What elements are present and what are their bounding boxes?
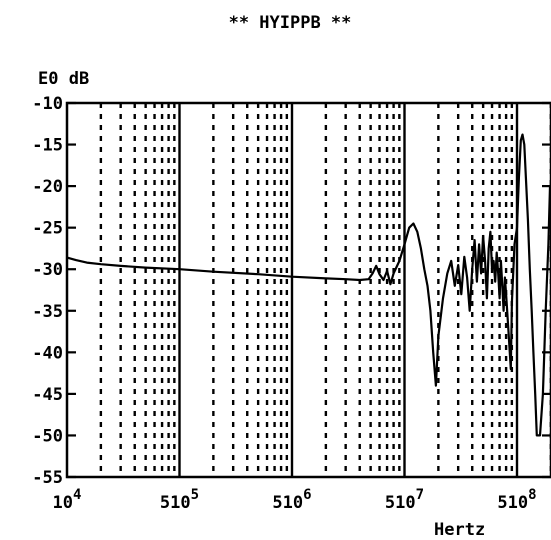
x-tick-label: 104 (53, 487, 82, 513)
x-tick-label: 5108 (497, 487, 536, 513)
chart-title: ** HYIPPB ** (229, 13, 352, 33)
x-tick-label: 5106 (272, 487, 311, 513)
x-axis-ticks: 104 5105 5106 5107 5108 (53, 487, 537, 513)
y-tick-label: -25 (32, 219, 63, 239)
y-tick-label: -50 (32, 426, 63, 446)
series-line (66, 133, 551, 437)
grid-lines (99, 103, 551, 477)
plot-frame (65, 101, 551, 479)
y-tick-label: -35 (32, 302, 63, 322)
y-tick-label: -20 (32, 177, 63, 197)
y-tick-label: -45 (32, 385, 63, 405)
y-tick-label: -30 (32, 260, 63, 280)
x-tick-label: 5105 (160, 487, 199, 513)
y-tick-label: -55 (32, 468, 63, 488)
x-tick-label: 5107 (385, 487, 424, 513)
y-tick-label: -10 (32, 94, 63, 114)
y-tick-label: -40 (32, 343, 63, 363)
x-axis-label: Hertz (434, 520, 485, 540)
y-tick-label: -15 (32, 136, 63, 156)
y-axis-label: E0 dB (38, 69, 89, 89)
